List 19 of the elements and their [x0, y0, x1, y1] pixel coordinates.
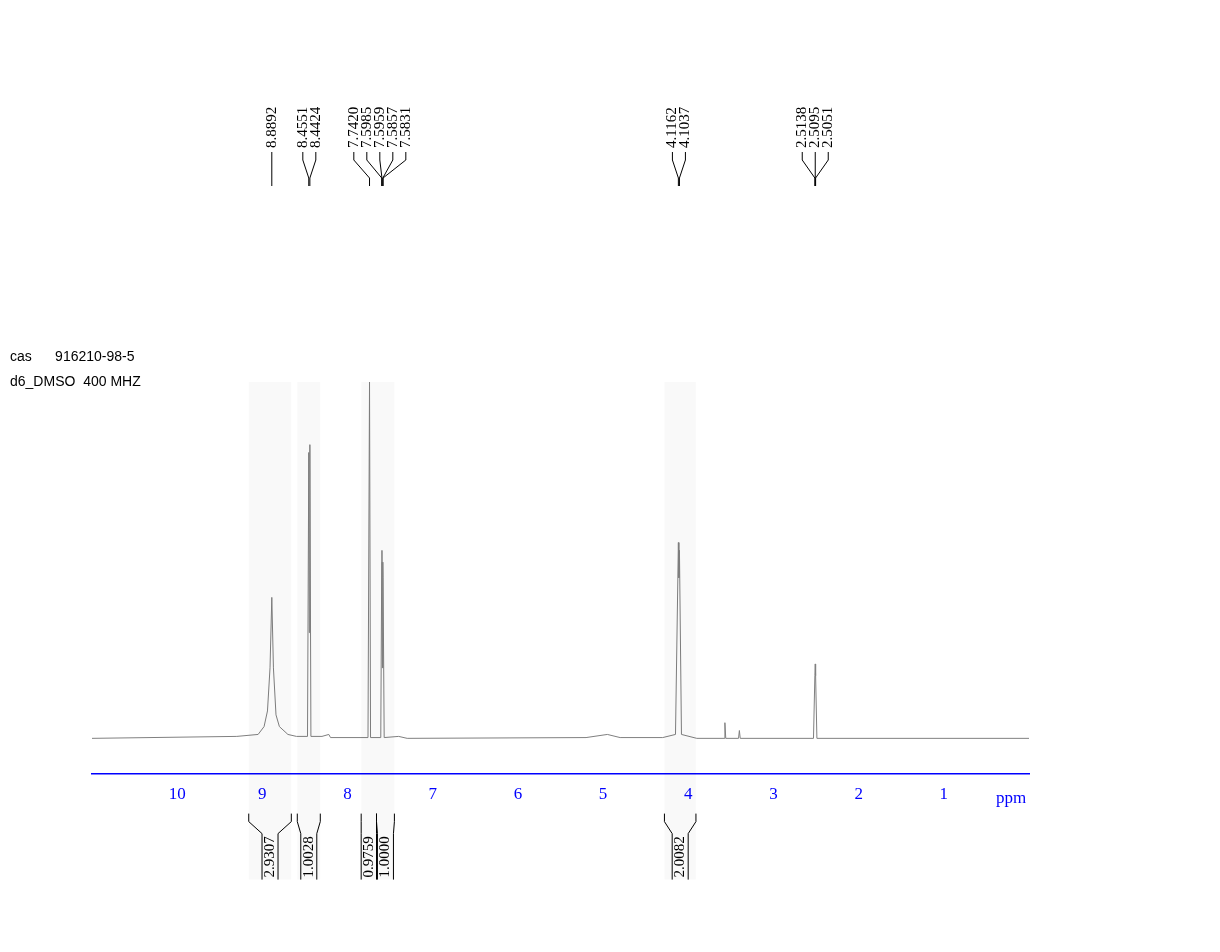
band-label: 2.0082 [671, 836, 688, 878]
band-label: 1.0000 [376, 836, 393, 878]
text: cas 916210-98-5 [10, 347, 135, 364]
x-tick-label: 2 [854, 784, 863, 804]
x-tick-label: 8 [343, 784, 352, 804]
x-tick-label: 1 [939, 784, 949, 804]
annotation: d6_DMSO 400 MHZ [10, 372, 142, 389]
x-tick-label: 7 [428, 784, 438, 804]
x-tick-label: 9 [258, 784, 267, 804]
band-label: 2.9307 [260, 835, 277, 878]
x-axis-title: ppm [996, 787, 1027, 807]
x-tick-label: 10 [168, 784, 186, 804]
band-label: 1.0028 [299, 836, 316, 878]
x-tick-label: 3 [769, 784, 778, 804]
x-tick-label: 4 [684, 784, 694, 804]
band-label: 0.9759 [359, 836, 376, 878]
annotation: 8.8892 [262, 106, 279, 148]
x-tick-label: 5 [598, 784, 608, 804]
x-tick-label: 6 [513, 784, 523, 804]
